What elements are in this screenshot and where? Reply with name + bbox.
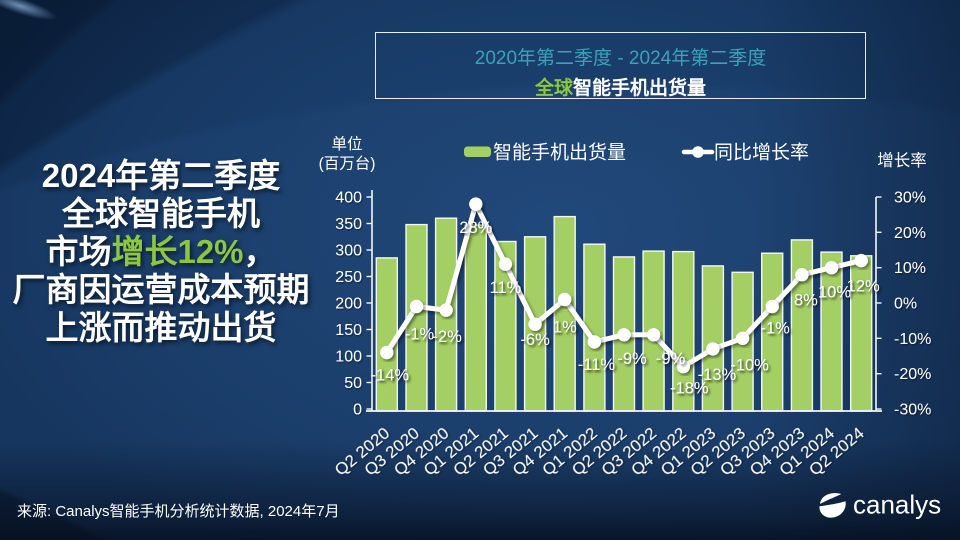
svg-text:-20%: -20% — [894, 366, 931, 383]
svg-text:-18%: -18% — [670, 380, 709, 398]
svg-text:8%: 8% — [794, 292, 818, 310]
svg-text:同比增长率: 同比增长率 — [714, 142, 809, 164]
svg-text:-30%: -30% — [894, 402, 931, 419]
svg-text:20%: 20% — [894, 225, 926, 242]
svg-text:增长率: 增长率 — [877, 151, 927, 170]
svg-text:单位: 单位 — [331, 135, 362, 153]
svg-text:0: 0 — [353, 402, 362, 419]
svg-text:300: 300 — [335, 243, 362, 260]
svg-text:-13%: -13% — [698, 366, 737, 384]
svg-text:-14%: -14% — [371, 367, 410, 385]
svg-text:350: 350 — [335, 216, 362, 233]
svg-text:(百万台): (百万台) — [319, 155, 376, 173]
svg-text:150: 150 — [335, 322, 362, 339]
svg-text:-1%: -1% — [405, 326, 435, 344]
svg-text:-9%: -9% — [617, 350, 647, 368]
svg-text:-11%: -11% — [578, 356, 616, 374]
svg-text:1%: 1% — [553, 319, 577, 337]
svg-text:400: 400 — [335, 190, 362, 207]
svg-text:-10%: -10% — [730, 356, 769, 374]
svg-text:200: 200 — [335, 296, 362, 313]
svg-text:-9%: -9% — [656, 350, 686, 368]
svg-text:250: 250 — [335, 269, 362, 286]
svg-text:canalys: canalys — [853, 490, 941, 520]
svg-text:28%: 28% — [459, 219, 492, 237]
svg-text:12%: 12% — [847, 278, 880, 296]
svg-text:智能手机出货量: 智能手机出货量 — [493, 142, 626, 164]
svg-text:50: 50 — [344, 375, 362, 392]
svg-text:-1%: -1% — [761, 320, 791, 338]
svg-text:10%: 10% — [818, 284, 851, 302]
svg-text:-10%: -10% — [894, 331, 931, 348]
svg-text:10%: 10% — [894, 260, 926, 277]
svg-text:-6%: -6% — [520, 331, 550, 349]
svg-text:30%: 30% — [894, 190, 926, 207]
svg-text:0%: 0% — [894, 296, 917, 313]
svg-text:100: 100 — [335, 349, 362, 366]
svg-text:11%: 11% — [489, 279, 521, 297]
svg-text:-2%: -2% — [432, 328, 462, 346]
